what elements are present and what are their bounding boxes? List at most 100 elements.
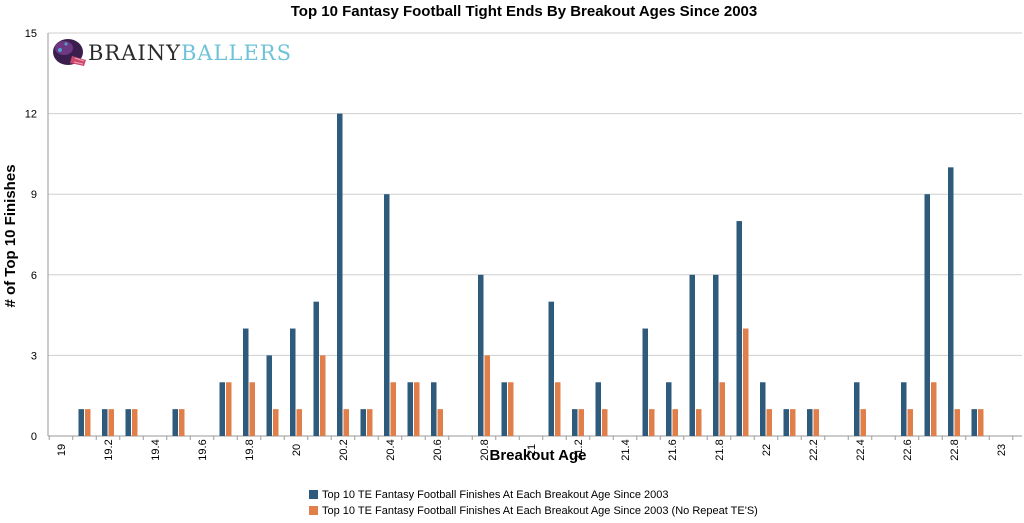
bar-series-2 bbox=[931, 382, 937, 436]
bar-series-1 bbox=[736, 221, 742, 436]
x-tick-label: 22.2 bbox=[808, 439, 820, 460]
bar-series-1 bbox=[478, 274, 484, 436]
bar-series-2 bbox=[273, 409, 279, 436]
x-tick-label: 20.6 bbox=[432, 439, 444, 460]
bar-series-1 bbox=[384, 194, 390, 436]
bar-series-1 bbox=[807, 409, 813, 436]
bar-series-1 bbox=[689, 274, 695, 436]
bar-series-2 bbox=[719, 382, 725, 436]
bar-series-1 bbox=[854, 382, 860, 436]
bar-series-2 bbox=[226, 382, 232, 436]
x-tick-label: 20.8 bbox=[479, 439, 491, 460]
bar-series-2 bbox=[555, 382, 561, 436]
x-tick-label: 19.6 bbox=[197, 439, 209, 460]
bar-series-1 bbox=[313, 301, 319, 436]
bar-series-2 bbox=[343, 409, 349, 436]
legend-label-1: Top 10 TE Fantasy Football Finishes At E… bbox=[322, 489, 669, 501]
bar-series-2 bbox=[414, 382, 420, 436]
x-tick-label: 21 bbox=[526, 444, 538, 456]
bar-series-2 bbox=[85, 409, 91, 436]
bar-series-1 bbox=[948, 167, 954, 437]
bar-series-2 bbox=[484, 355, 490, 436]
x-tick-label: 21.8 bbox=[714, 439, 726, 460]
bar-series-2 bbox=[367, 409, 373, 436]
x-tick-label: 22.8 bbox=[949, 439, 961, 460]
y-tick-label: 15 bbox=[25, 28, 37, 40]
x-tick-label: 19.2 bbox=[103, 439, 115, 460]
bar-series-2 bbox=[672, 409, 678, 436]
legend-swatch-2 bbox=[309, 506, 318, 515]
bar-series-1 bbox=[924, 194, 930, 436]
x-tick-label: 21.6 bbox=[667, 439, 679, 460]
x-tick-label: 20 bbox=[291, 444, 303, 456]
bar-series-2 bbox=[813, 409, 819, 436]
bar-series-1 bbox=[172, 409, 178, 436]
bar-series-1 bbox=[290, 328, 296, 436]
logo-ballers: BALLERS bbox=[181, 41, 292, 65]
bar-series-2 bbox=[790, 409, 796, 436]
axes bbox=[47, 33, 1022, 440]
bar-series-1 bbox=[337, 113, 343, 436]
bar-series-2 bbox=[249, 382, 255, 436]
bar-series-1 bbox=[102, 409, 108, 436]
x-tick-label: 19.4 bbox=[150, 439, 162, 460]
bar-series-1 bbox=[219, 382, 225, 436]
bar-series-2 bbox=[296, 409, 302, 436]
legend-item-series-2: Top 10 TE Fantasy Football Finishes At E… bbox=[309, 505, 758, 517]
brand-logo: BRAINYBALLERS bbox=[53, 39, 292, 66]
bar-series-2 bbox=[978, 409, 984, 436]
bar-series-1 bbox=[266, 355, 272, 436]
x-tick-label: 19.8 bbox=[244, 439, 256, 460]
chart-title: Top 10 Fantasy Football Tight Ends By Br… bbox=[291, 3, 758, 20]
gridlines bbox=[48, 32, 1022, 356]
bar-series-1 bbox=[642, 328, 648, 436]
legend: Top 10 TE Fantasy Football Finishes At E… bbox=[309, 489, 758, 517]
bar-series-2 bbox=[437, 409, 443, 436]
bar-series-2 bbox=[696, 409, 702, 436]
legend-label-2: Top 10 TE Fantasy Football Finishes At E… bbox=[322, 505, 758, 517]
bar-series-1 bbox=[548, 301, 554, 436]
bar-series-1 bbox=[760, 382, 766, 436]
helmet-icon bbox=[53, 39, 86, 66]
bars bbox=[78, 113, 984, 437]
x-tick-labels: 19 19.2 19.4 19.6 19.8 20 20.2 20.4 20.6 20.8 21 21… bbox=[56, 439, 1008, 460]
bar-series-1 bbox=[971, 409, 977, 436]
bar-series-2 bbox=[743, 328, 749, 436]
y-tick-label: 6 bbox=[31, 270, 37, 282]
x-tick-label: 20.2 bbox=[338, 439, 350, 460]
x-tick-label: 22.4 bbox=[855, 439, 867, 460]
bar-series-1 bbox=[713, 274, 719, 436]
x-axis-title: Breakout Age bbox=[490, 447, 587, 464]
x-tick-label: 21.2 bbox=[573, 439, 585, 460]
bar-series-2 bbox=[179, 409, 185, 436]
logo-brainy: BRAINY bbox=[88, 41, 181, 65]
bar-series-1 bbox=[501, 382, 507, 436]
legend-swatch-1 bbox=[309, 490, 318, 499]
bar-series-2 bbox=[132, 409, 138, 436]
x-tick-label: 23 bbox=[996, 444, 1008, 456]
y-tick-labels: 0 3 6 9 12 15 bbox=[25, 28, 37, 443]
x-tick-label: 20.4 bbox=[385, 439, 397, 460]
bar-series-2 bbox=[954, 409, 960, 436]
bar-series-1 bbox=[783, 409, 789, 436]
bar-series-1 bbox=[666, 382, 672, 436]
bar-series-2 bbox=[320, 355, 326, 436]
y-tick-label: 9 bbox=[31, 189, 37, 201]
bar-series-1 bbox=[595, 382, 601, 436]
y-axis-title: # of Top 10 Finishes bbox=[2, 164, 19, 307]
bar-series-2 bbox=[649, 409, 655, 436]
bar-series-1 bbox=[78, 409, 84, 436]
bar-series-2 bbox=[860, 409, 866, 436]
y-tick-label: 12 bbox=[25, 109, 37, 121]
bar-series-2 bbox=[907, 409, 913, 436]
bar-series-1 bbox=[360, 409, 366, 436]
bar-series-2 bbox=[508, 382, 514, 436]
bar-series-2 bbox=[766, 409, 772, 436]
x-tick-label: 19 bbox=[56, 444, 68, 456]
bar-series-1 bbox=[243, 328, 249, 436]
bar-series-1 bbox=[125, 409, 131, 436]
logo-text: BRAINYBALLERS bbox=[88, 41, 292, 65]
bar-series-1 bbox=[901, 382, 907, 436]
